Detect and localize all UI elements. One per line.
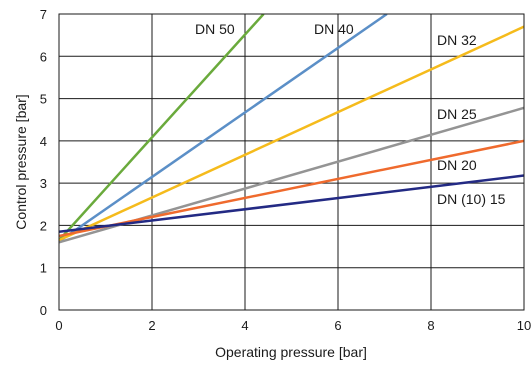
series-label-dn-25: DN 25 <box>437 106 477 122</box>
y-tick-labels: 0 1 2 3 4 5 6 7 <box>40 7 47 318</box>
y-tick-label: 1 <box>40 261 47 276</box>
series-line-dn-20 <box>59 139 524 238</box>
x-tick-label: 2 <box>148 318 155 333</box>
y-tick-label: 2 <box>40 218 47 233</box>
y-tick-label: 6 <box>40 49 47 64</box>
x-axis-label: Operating pressure [bar] <box>215 344 367 360</box>
y-tick-label: 7 <box>40 7 47 22</box>
plot-frame <box>58 13 525 311</box>
y-axis-label: Control pressure [bar] <box>13 94 29 229</box>
y-tick-label: 3 <box>40 176 47 191</box>
x-tick-labels: 0 2 4 6 8 10 <box>55 318 531 333</box>
series-labels: DN 50 DN 40 DN 32 DN 25 DN 20 DN (10) 15 <box>195 21 506 207</box>
series-label-dn-10-15: DN (10) 15 <box>437 191 506 207</box>
grid <box>59 14 524 310</box>
x-tick-label: 10 <box>517 318 531 333</box>
series-line-dn-10-15 <box>59 174 524 234</box>
series-line-dn-50 <box>59 14 265 242</box>
y-tick-label: 4 <box>40 134 47 149</box>
series-line-dn-32 <box>59 25 524 242</box>
x-tick-label: 0 <box>55 318 62 333</box>
series-lines <box>59 14 524 244</box>
y-tick-label: 0 <box>40 303 47 318</box>
series-label-dn-50: DN 50 <box>195 21 235 37</box>
x-tick-label: 6 <box>334 318 341 333</box>
series-label-dn-32: DN 32 <box>437 32 477 48</box>
x-tick-label: 4 <box>241 318 248 333</box>
series-label-dn-20: DN 20 <box>437 157 477 173</box>
y-tick-label: 5 <box>40 92 47 107</box>
x-tick-label: 8 <box>427 318 434 333</box>
series-line-dn-40 <box>59 14 388 243</box>
series-label-dn-40: DN 40 <box>314 21 354 37</box>
